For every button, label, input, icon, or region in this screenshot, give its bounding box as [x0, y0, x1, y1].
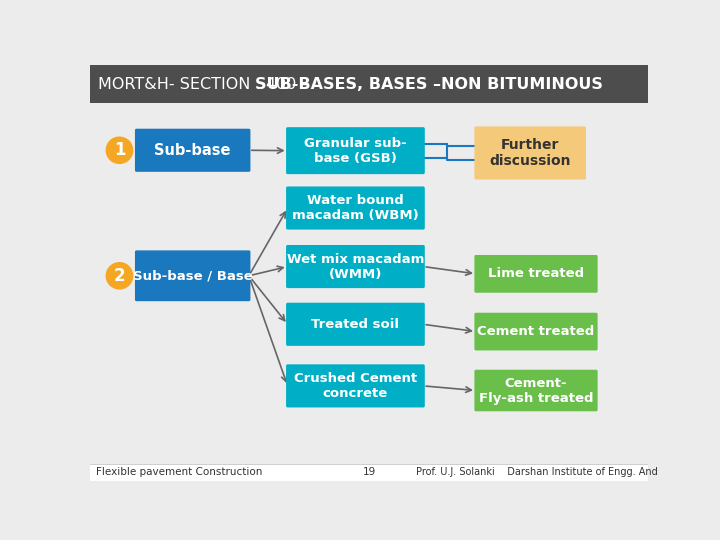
Text: Further
discussion: Further discussion — [490, 138, 571, 168]
Text: Prof. U.J. Solanki    Darshan Institute of Engg. And: Prof. U.J. Solanki Darshan Institute of … — [415, 467, 657, 477]
FancyBboxPatch shape — [286, 364, 425, 408]
Text: SUB-BASES, BASES –NON BITUMINOUS: SUB-BASES, BASES –NON BITUMINOUS — [255, 77, 603, 92]
Text: Cement treated: Cement treated — [477, 325, 595, 338]
FancyBboxPatch shape — [286, 303, 425, 346]
Circle shape — [107, 137, 132, 164]
Text: Water bound
macadam (WBM): Water bound macadam (WBM) — [292, 194, 419, 222]
FancyBboxPatch shape — [474, 255, 598, 293]
Text: Granular sub-
base (GSB): Granular sub- base (GSB) — [304, 137, 407, 165]
FancyBboxPatch shape — [286, 186, 425, 230]
Text: Sub-base / Base: Sub-base / Base — [132, 269, 253, 282]
FancyBboxPatch shape — [474, 370, 598, 411]
Text: Lime treated: Lime treated — [488, 267, 584, 280]
Text: MORT&H- SECTION : 400 –: MORT&H- SECTION : 400 – — [98, 77, 315, 92]
Text: Cement-
Fly-ash treated: Cement- Fly-ash treated — [479, 376, 593, 404]
Circle shape — [107, 262, 132, 289]
FancyBboxPatch shape — [90, 464, 648, 481]
Text: 2: 2 — [114, 267, 125, 285]
Text: Flexible pavement Construction: Flexible pavement Construction — [96, 467, 263, 477]
FancyBboxPatch shape — [135, 129, 251, 172]
FancyBboxPatch shape — [286, 245, 425, 288]
FancyBboxPatch shape — [474, 313, 598, 350]
FancyBboxPatch shape — [135, 251, 251, 301]
Text: Treated soil: Treated soil — [312, 318, 400, 331]
FancyBboxPatch shape — [286, 127, 425, 174]
FancyBboxPatch shape — [90, 65, 648, 103]
Text: Sub-base: Sub-base — [154, 143, 231, 158]
Text: Wet mix macadam
(WMM): Wet mix macadam (WMM) — [287, 253, 424, 281]
FancyBboxPatch shape — [474, 126, 586, 179]
Text: 19: 19 — [362, 467, 376, 477]
Text: 1: 1 — [114, 141, 125, 159]
Text: Crushed Cement
concrete: Crushed Cement concrete — [294, 372, 417, 400]
